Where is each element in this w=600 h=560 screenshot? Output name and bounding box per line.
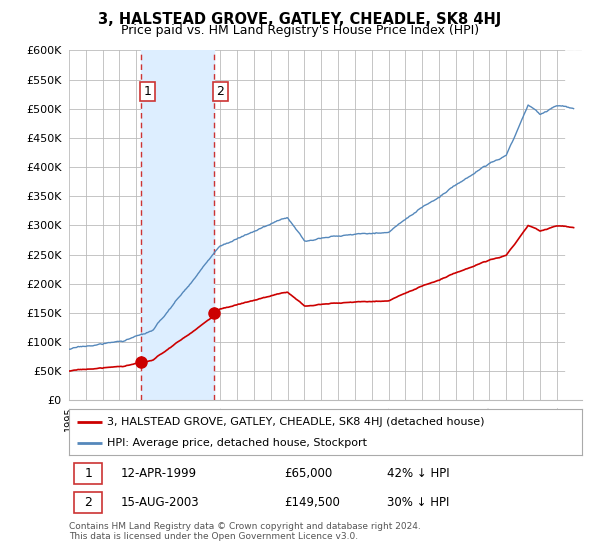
Text: 30% ↓ HPI: 30% ↓ HPI [387,496,449,509]
Bar [565,50,582,400]
Text: 3, HALSTEAD GROVE, GATLEY, CHEADLE, SK8 4HJ: 3, HALSTEAD GROVE, GATLEY, CHEADLE, SK8 … [98,12,502,27]
FancyBboxPatch shape [74,492,103,514]
Text: 2: 2 [217,85,224,98]
Text: Contains HM Land Registry data © Crown copyright and database right 2024.
This d: Contains HM Land Registry data © Crown c… [69,522,421,542]
Text: HPI: Average price, detached house, Stockport: HPI: Average price, detached house, Stoc… [107,438,367,448]
Text: 12-APR-1999: 12-APR-1999 [121,467,196,480]
Text: 1: 1 [84,467,92,480]
Text: 1: 1 [143,85,151,98]
Text: 42% ↓ HPI: 42% ↓ HPI [387,467,449,480]
Bar [141,50,214,400]
FancyBboxPatch shape [74,463,103,484]
Text: Price paid vs. HM Land Registry's House Price Index (HPI): Price paid vs. HM Land Registry's House … [121,24,479,37]
Text: £65,000: £65,000 [284,467,333,480]
Text: 2: 2 [84,496,92,509]
Text: 15-AUG-2003: 15-AUG-2003 [121,496,199,509]
Text: £149,500: £149,500 [284,496,340,509]
Text: 3, HALSTEAD GROVE, GATLEY, CHEADLE, SK8 4HJ (detached house): 3, HALSTEAD GROVE, GATLEY, CHEADLE, SK8 … [107,417,485,427]
